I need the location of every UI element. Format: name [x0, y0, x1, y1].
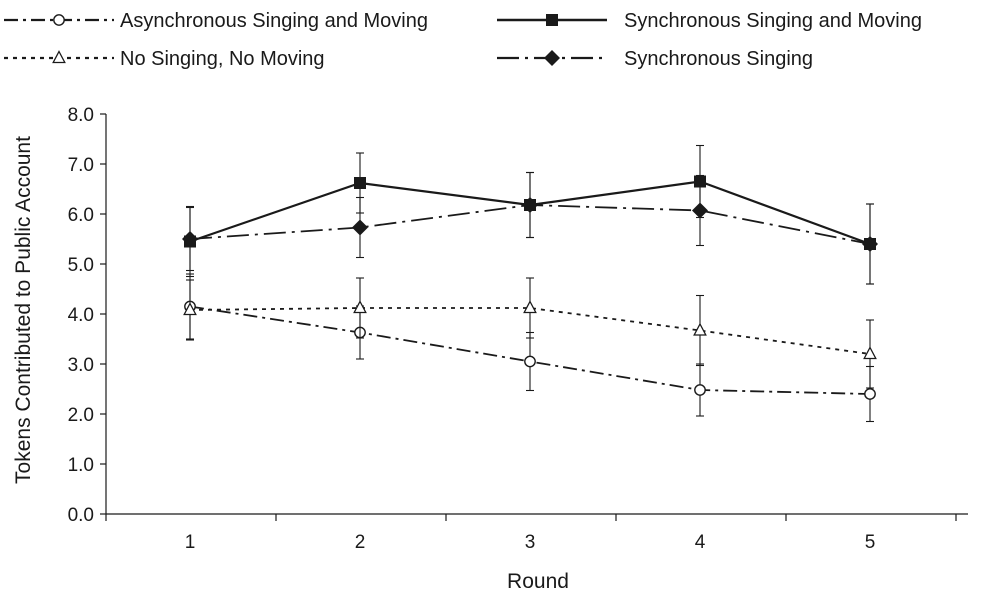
data-point — [353, 300, 367, 314]
y-axis: 0.0 1.0 2.0 3.0 4.0 5.0 6.0 7.0 8.0 — [68, 105, 107, 526]
y-tick-label: 7.0 — [68, 155, 94, 176]
data-point — [693, 322, 707, 336]
legend-item: No Singing, No Moving — [4, 48, 325, 70]
legend-marker — [546, 14, 558, 26]
x-tick-label: 3 — [525, 532, 536, 553]
data-point — [182, 231, 198, 247]
legend: Asynchronous Singing and Moving Synchrono… — [4, 10, 922, 70]
y-tick-label: 2.0 — [68, 405, 94, 426]
legend-marker — [544, 50, 560, 66]
y-tick-label: 4.0 — [68, 305, 94, 326]
series-3 — [183, 277, 877, 389]
legend-marker — [52, 50, 66, 64]
legend-item: Synchronous Singing and Moving — [497, 10, 922, 32]
legend-marker — [53, 14, 65, 26]
data-point — [183, 302, 197, 316]
data-point — [862, 236, 878, 252]
data-point — [354, 177, 366, 189]
data-point — [864, 388, 876, 400]
data-point — [352, 219, 368, 236]
legend-label: No Singing, No Moving — [120, 48, 325, 70]
legend-label: Synchronous Singing and Moving — [624, 10, 922, 32]
y-tick-label: 0.0 — [68, 505, 94, 526]
y-tick-label: 6.0 — [68, 205, 94, 226]
data-point — [692, 202, 708, 219]
x-tick-label: 2 — [355, 532, 366, 553]
y-tick-label: 8.0 — [68, 105, 94, 126]
series-4 — [182, 171, 878, 285]
data-point — [523, 300, 537, 314]
y-tick-label: 1.0 — [68, 455, 94, 476]
legend-item: Synchronous Singing — [497, 48, 813, 70]
data-point — [863, 346, 877, 360]
y-axis-title: Tokens Contributed to Public Account — [12, 136, 35, 484]
data-point — [694, 384, 706, 396]
y-tick-label: 5.0 — [68, 255, 94, 276]
plot-series — [182, 144, 878, 423]
x-axis: 1 2 3 4 5 — [105, 513, 968, 553]
legend-label: Synchronous Singing — [624, 48, 813, 70]
x-axis-title: Round — [507, 570, 569, 593]
series-line — [189, 307, 871, 355]
legend-label: Asynchronous Singing and Moving — [120, 10, 428, 32]
y-tick-label: 3.0 — [68, 355, 94, 376]
data-point — [524, 355, 536, 368]
x-tick-label: 4 — [695, 532, 706, 553]
data-point — [522, 197, 538, 213]
legend-item: Asynchronous Singing and Moving — [4, 10, 428, 32]
x-tick-label: 1 — [185, 532, 196, 553]
x-tick-label: 5 — [865, 532, 876, 553]
